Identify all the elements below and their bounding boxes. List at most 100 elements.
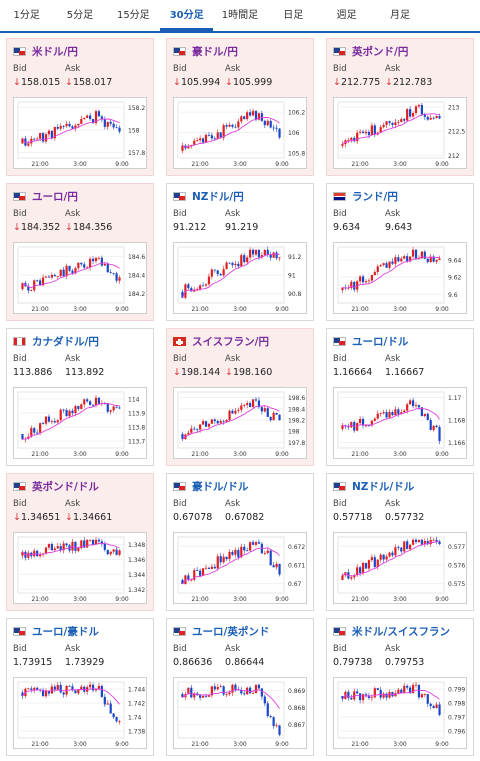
- x-tick-label: 3:00: [393, 451, 407, 458]
- card-header: カナダドル/円: [13, 334, 99, 348]
- ask-value: 0.79753: [385, 657, 424, 668]
- tab-7[interactable]: 月足: [389, 10, 410, 21]
- currency-card[interactable]: ランド/円 Bid Ask 9.634 9.643 9.64 9.62 9.6 21:00 3:0…: [326, 183, 474, 321]
- currency-card[interactable]: 英ポンド/円 Bid Ask ↓212.775 ↓212.783 213 212.5 212 2…: [326, 38, 474, 176]
- candle-body: [379, 413, 382, 415]
- currency-card[interactable]: ユーロ/豪ドル Bid Ask 1.73915 1.73929 1.744 1.742 1.7…: [6, 618, 154, 756]
- candle-body: [370, 420, 373, 426]
- candle-body: [429, 117, 432, 120]
- currency-card[interactable]: NZドル/円 Bid Ask 91.212 91.219 91.2 91 90.8 21:00 3…: [166, 183, 314, 321]
- ask-label: Ask: [385, 354, 401, 364]
- price-chart[interactable]: 91.2 91 90.8 21:00 3:00 9:00: [173, 242, 307, 314]
- bid-label: Bid: [173, 354, 187, 364]
- candle-body: [47, 130, 51, 135]
- card-header: ユーロ/英ポンド: [173, 624, 269, 638]
- price-chart[interactable]: 184.6 184.4 184.2 21:00 3:00 9:00: [13, 242, 147, 314]
- tab-2[interactable]: 15分足: [116, 10, 150, 21]
- currency-card[interactable]: 豪ドル/円 Bid Ask ↓105.994 ↓105.999 106.2 106 105.8…: [166, 38, 314, 176]
- candle-body: [373, 125, 376, 135]
- candle-body: [234, 126, 237, 128]
- candle-body: [181, 579, 184, 585]
- price-chart[interactable]: 1.744 1.742 1.74 1.738 21:00 3:00 9:00: [13, 677, 147, 749]
- tab-1[interactable]: 5分足: [66, 10, 94, 21]
- price-chart[interactable]: 213 212.5 212 21:00 3:00 9:00: [333, 97, 467, 169]
- candle-body: [417, 105, 421, 107]
- price-chart[interactable]: 0.869 0.868 0.867 21:00 3:00 9:00: [173, 677, 307, 749]
- tab-6[interactable]: 週足: [336, 10, 357, 21]
- currency-card[interactable]: NZドル/ドル Bid Ask 0.57718 0.57732 0.577 0.576 0.5…: [326, 473, 474, 611]
- candle-body: [403, 541, 406, 552]
- tab-0[interactable]: 1分足: [13, 10, 40, 21]
- candle-body: [382, 693, 385, 698]
- pair-title[interactable]: ユーロ/ドル: [352, 335, 409, 348]
- x-tick-label: 21:00: [191, 306, 208, 313]
- down-arrow-icon: ↓: [65, 77, 73, 88]
- candle-body: [403, 256, 406, 259]
- candle-body: [71, 410, 74, 414]
- price-chart[interactable]: 9.64 9.62 9.6 21:00 3:00 9:00: [333, 242, 467, 314]
- candlestick-chart: 0.577 0.576 0.575 21:00 3:00 9:00: [337, 536, 465, 603]
- pair-title[interactable]: カナダドル/円: [32, 335, 99, 348]
- candle-body: [364, 694, 368, 696]
- pair-title[interactable]: 英ポンド/ドル: [32, 480, 99, 493]
- candle-body: [388, 552, 391, 557]
- pair-title[interactable]: 米ドル/スイスフラン: [352, 625, 451, 638]
- price-chart[interactable]: 198.6 198.4 198.2 198 197.8 21:00 3:00 9:00: [173, 387, 307, 459]
- candle-body: [435, 259, 438, 262]
- pair-title[interactable]: 英ポンド/円: [352, 45, 409, 58]
- candle-body: [103, 543, 106, 550]
- pair-title[interactable]: ユーロ/円: [32, 190, 78, 203]
- price-chart[interactable]: 1.17 1.168 1.166 21:00 3:00 9:00: [333, 387, 467, 459]
- tab-5[interactable]: 日足: [283, 10, 304, 21]
- candle-body: [376, 413, 379, 419]
- currency-card[interactable]: ユーロ/ドル Bid Ask 1.16664 1.16667 1.17 1.168 1.166…: [326, 328, 474, 466]
- y-tick-label: 184.2: [128, 291, 145, 298]
- candle-body: [44, 547, 48, 554]
- x-tick-label: 21:00: [31, 741, 48, 748]
- pair-title[interactable]: NZドル/円: [192, 190, 244, 203]
- pair-title[interactable]: スイスフラン/円: [192, 335, 270, 348]
- candle-body: [254, 249, 258, 255]
- candle-body: [435, 116, 438, 119]
- pair-title[interactable]: 米ドル/円: [32, 45, 78, 58]
- candle-body: [359, 567, 362, 574]
- currency-card[interactable]: スイスフラン/円 Bid Ask ↓198.144 ↓198.160 198.6 198.4…: [166, 328, 314, 466]
- candle-body: [356, 423, 359, 431]
- currency-card[interactable]: カナダドル/円 Bid Ask 113.886 113.892 114 113.9 113.8…: [6, 328, 154, 466]
- candle-body: [370, 125, 373, 136]
- ask-label: Ask: [225, 209, 241, 219]
- price-chart[interactable]: 0.577 0.576 0.575 21:00 3:00 9:00: [333, 532, 467, 604]
- currency-card[interactable]: 英ポンド/ドル Bid Ask ↓1.34651 ↓1.34661 1.348 1.346 1…: [6, 473, 154, 611]
- candle-body: [106, 703, 109, 705]
- bid-price: 113.886: [13, 367, 53, 378]
- currency-card[interactable]: 米ドル/円 Bid Ask ↓158.015 ↓158.017 158.2 158 157.8…: [6, 38, 154, 176]
- price-chart[interactable]: 114 113.9 113.8 113.7 21:00 3:00 9:00: [13, 387, 147, 459]
- tab-3[interactable]: 30分足: [159, 0, 214, 31]
- price-chart[interactable]: 0.672 0.671 0.67 21:00 3:00 9:00: [173, 532, 307, 604]
- candle-body: [112, 123, 115, 128]
- pair-title[interactable]: ユーロ/豪ドル: [32, 625, 99, 638]
- pair-title[interactable]: 豪ドル/円: [192, 45, 238, 58]
- tab-4[interactable]: 1時間足: [221, 10, 259, 21]
- candlestick-chart: 0.799 0.798 0.797 0.796 21:00 3:00 9:00: [337, 681, 465, 748]
- pair-title[interactable]: ランド/円: [352, 190, 398, 203]
- ask-price: 1.16667: [385, 367, 425, 378]
- price-chart[interactable]: 0.799 0.798 0.797 0.796 21:00 3:00 9:00: [333, 677, 467, 749]
- x-tick-label: 9:00: [115, 451, 129, 458]
- price-chart[interactable]: 158.2 158 157.8 21:00 3:00 9:00: [13, 97, 147, 169]
- candle-body: [219, 686, 222, 688]
- pair-title[interactable]: 豪ドル/ドル: [192, 480, 249, 493]
- currency-card[interactable]: 米ドル/スイスフラン Bid Ask 0.79738 0.79753 0.799 0.798…: [326, 618, 474, 756]
- price-chart[interactable]: 1.348 1.346 1.344 1.342 21:00 3:00 9:00: [13, 532, 147, 604]
- x-tick-label: 9:00: [275, 741, 289, 748]
- currency-card[interactable]: ユーロ/円 Bid Ask ↓184.352 ↓184.356 184.6 184.4 184…: [6, 183, 154, 321]
- candle-body: [263, 249, 266, 256]
- candle-body: [77, 123, 80, 126]
- candle-body: [59, 269, 62, 277]
- currency-card[interactable]: ユーロ/英ポンド Bid Ask 0.86636 0.86644 0.869 0.868 0.…: [166, 618, 314, 756]
- pair-title[interactable]: ユーロ/英ポンド: [192, 625, 270, 638]
- pair-title[interactable]: NZドル/ドル: [352, 480, 415, 493]
- price-chart[interactable]: 106.2 106 105.8 21:00 3:00 9:00: [173, 97, 307, 169]
- candle-body: [44, 690, 48, 697]
- currency-card[interactable]: 豪ドル/ドル Bid Ask 0.67078 0.67082 0.672 0.671 0.67…: [166, 473, 314, 611]
